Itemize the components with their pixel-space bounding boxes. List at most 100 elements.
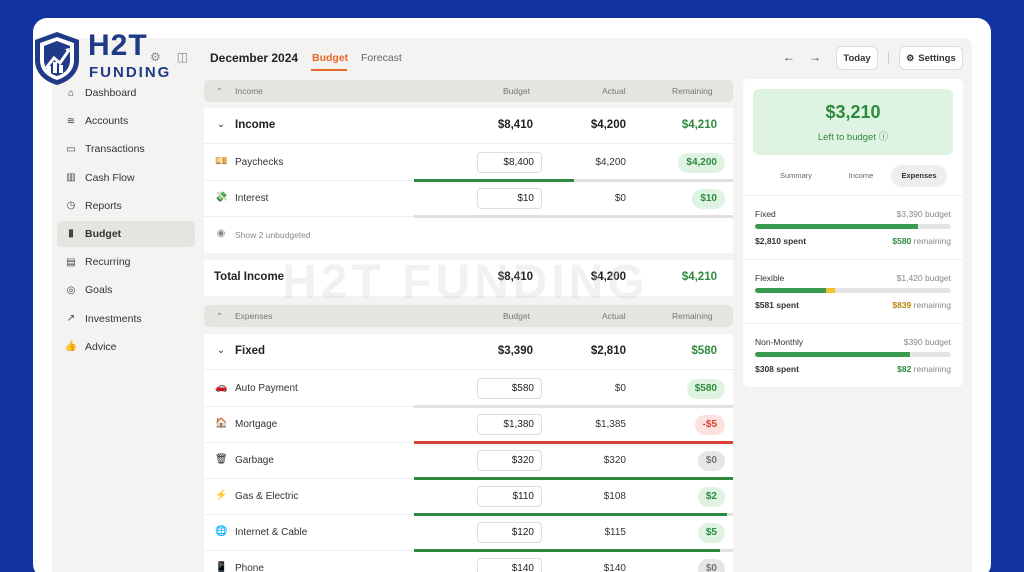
tab-income[interactable]: Income — [848, 171, 874, 180]
gear-icon[interactable]: ⚙ — [150, 50, 161, 64]
chevron-down-icon[interactable]: ⌄ — [216, 119, 226, 130]
remaining-word: remaining — [913, 300, 951, 310]
group-budget: $3,390 — [497, 345, 533, 357]
table-row[interactable]: 🚗 Auto Payment $580 $0 $580 — [204, 371, 733, 408]
summary-section-fixed[interactable]: Fixed $3,390 budget $2,810 spent $580 remai… — [743, 195, 963, 259]
category-icon: 🌐 — [215, 526, 228, 537]
brand-name-line1: H2T — [88, 29, 148, 62]
total-income-label: Total Income — [214, 271, 285, 283]
settings-button[interactable]: ⚙ Settings — [899, 46, 963, 70]
summary-section-flexible[interactable]: Flexible $1,420 budget $581 spent $839 rema… — [743, 259, 963, 323]
panel-toggle-icon[interactable]: ◫ — [176, 50, 189, 64]
layers-icon: ≋ — [66, 115, 76, 127]
chevron-down-icon[interactable]: ⌄ — [216, 345, 226, 356]
sidebar-item-budget[interactable]: ▮ Budget — [57, 220, 195, 247]
trend-icon: ↗ — [66, 313, 76, 324]
tab-forecast[interactable]: Forecast — [361, 52, 402, 64]
income-table: ⌄ Income $8,410 $4,200 $4,210 💴 Paychecks $8,40… — [204, 108, 733, 253]
progress-bar — [414, 405, 733, 408]
table-row[interactable]: ⚡ Gas & Electric $110 $108 $2 — [204, 479, 733, 516]
card-icon: ▭ — [66, 143, 76, 155]
bars-icon: ▥ — [66, 172, 76, 184]
summary-tabs: Summary Income Expenses — [753, 165, 953, 187]
tab-expenses[interactable]: Expenses — [891, 165, 947, 187]
actual-amount: $4,200 — [595, 157, 626, 168]
today-button[interactable]: Today — [836, 46, 878, 70]
active-tab-indicator — [311, 69, 347, 71]
section-budget: $3,390 budget — [896, 209, 951, 219]
category-name: Mortgage — [235, 419, 278, 430]
category-icon: 💴 — [215, 156, 228, 167]
sidebar-item-label: Transactions — [85, 143, 145, 156]
sidebar-item-label: Reports — [85, 199, 122, 212]
header-divider — [888, 52, 889, 64]
income-section-header[interactable]: ⌃ Income Budget Actual Remaining — [204, 80, 733, 102]
budget-input[interactable]: $1,380 — [477, 414, 542, 435]
budget-input[interactable]: $10 — [477, 188, 542, 209]
table-row[interactable]: 🏠 Mortgage $1,380 $1,385 -$5 — [204, 407, 733, 444]
table-row[interactable]: 🌐 Internet & Cable $120 $115 $5 — [204, 515, 733, 552]
sidebar-item-dashboard[interactable]: ⌂ Dashboard — [57, 80, 195, 106]
section-spent: $581 spent — [755, 300, 799, 310]
section-progress-bar — [755, 288, 951, 293]
section-name: Flexible — [755, 273, 785, 283]
category-name: Auto Payment — [235, 383, 298, 394]
table-row[interactable]: 🗑 Garbage $320 $320 $0 — [204, 443, 733, 480]
prev-month-icon[interactable]: ← — [783, 50, 795, 64]
budget-input[interactable]: $320 — [477, 450, 542, 471]
expenses-table: ⌄ Fixed $3,390 $2,810 $580 🚗 Auto Payment $580 $… — [204, 334, 733, 572]
section-label: Expenses — [235, 311, 273, 321]
group-actual: $4,200 — [590, 119, 626, 131]
budget-input[interactable]: $120 — [477, 522, 542, 543]
tab-summary[interactable]: Summary — [779, 171, 813, 180]
budget-input[interactable]: $580 — [477, 378, 542, 399]
group-budget: $8,410 — [497, 119, 533, 131]
category-group-row[interactable]: ⌄ Fixed $3,390 $2,810 $580 — [204, 334, 733, 370]
budget-input[interactable]: $110 — [477, 486, 542, 507]
next-month-icon[interactable]: → — [809, 50, 821, 64]
group-remaining: $4,210 — [681, 119, 717, 131]
actual-amount: $140 — [603, 563, 626, 572]
sidebar-item-recurring[interactable]: ▤ Recurring — [57, 249, 195, 275]
clock-icon: ◷ — [66, 200, 76, 212]
expenses-section-header[interactable]: ⌃ Expenses Budget Actual Remaining — [204, 305, 733, 327]
category-name: Interest — [235, 193, 269, 204]
sidebar-item-accounts[interactable]: ≋ Accounts — [57, 108, 195, 134]
category-name: Paychecks — [235, 157, 284, 168]
budget-input[interactable]: $140 — [477, 558, 542, 572]
remaining-word: remaining — [913, 236, 951, 246]
category-icon: 🗑 — [215, 454, 228, 465]
chevron-up-icon[interactable]: ⌃ — [216, 311, 224, 321]
table-row[interactable]: 💴 Paychecks $8,400 $4,200 $4,200 — [204, 145, 733, 182]
sidebar-item-transactions[interactable]: ▭ Transactions — [57, 136, 195, 162]
shield-logo-icon — [35, 32, 79, 85]
sidebar-item-goals[interactable]: ◎ Goals — [57, 277, 195, 303]
settings-button-label: Settings — [918, 52, 956, 64]
summary-section-non-monthly[interactable]: Non-Monthly $390 budget $308 spent $82 rema… — [743, 323, 963, 387]
sidebar-item-label: Dashboard — [85, 87, 137, 99]
section-budget: $1,420 budget — [896, 273, 951, 283]
table-row[interactable]: 📱 Phone $140 $140 $0 — [204, 551, 733, 572]
remaining-amount: $580 — [892, 236, 912, 246]
actual-amount: $108 — [603, 491, 626, 502]
remaining-badge: $2 — [697, 487, 725, 507]
table-row[interactable]: 💸 Interest $10 $0 $10 — [204, 181, 733, 218]
total-income-row: Total Income $8,410 $4,200 $4,210 — [204, 260, 733, 296]
sidebar-item-investments[interactable]: ↗ Investments — [57, 306, 195, 332]
tab-budget[interactable]: Budget — [312, 52, 349, 64]
progress-bar — [414, 477, 733, 480]
sidebar-item-reports[interactable]: ◷ Reports — [57, 193, 195, 219]
category-icon: 💸 — [215, 192, 228, 203]
remaining-badge: $5 — [697, 523, 725, 543]
progress-bar — [414, 513, 733, 516]
show-unbudgeted-label: Show 2 unbudgeted — [235, 230, 311, 240]
column-remaining: Remaining — [672, 86, 713, 96]
category-group-row[interactable]: ⌄ Income $8,410 $4,200 $4,210 — [204, 108, 733, 144]
sidebar-item-cash-flow[interactable]: ▥ Cash Flow — [57, 165, 195, 191]
info-icon[interactable]: ⓘ — [878, 132, 889, 143]
budget-input[interactable]: $8,400 — [477, 152, 542, 173]
sidebar-item-advice[interactable]: 👍 Advice — [57, 334, 195, 360]
chevron-up-icon[interactable]: ⌃ — [216, 86, 224, 96]
show-unbudgeted-row[interactable]: ◉ Show 2 unbudgeted — [204, 217, 733, 253]
actual-amount: $1,385 — [595, 419, 626, 430]
